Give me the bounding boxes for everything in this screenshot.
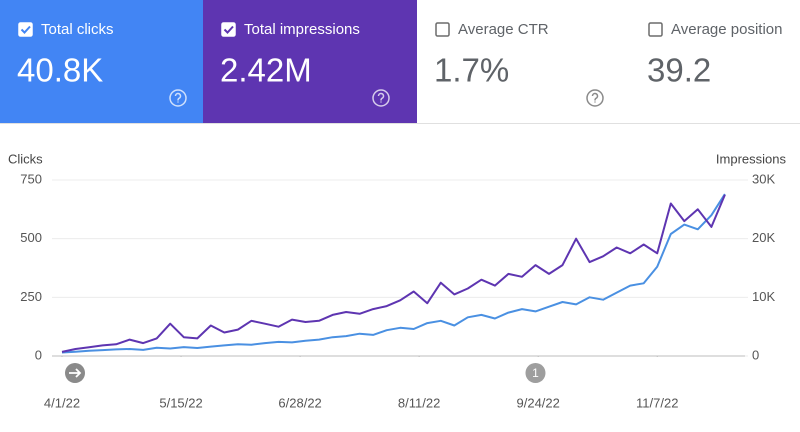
metric-card[interactable]: Total clicks 40.8K: [0, 0, 203, 123]
checkmark: [20, 25, 31, 34]
x-tick-label: 9/24/22: [517, 395, 560, 410]
checkmark: [223, 25, 234, 34]
checkbox: [435, 22, 450, 37]
y2-tick-label: 0: [752, 347, 759, 362]
metric-card[interactable]: Average position 39.2: [630, 0, 800, 123]
y2-tick-label: 20K: [752, 230, 775, 245]
series-line: [61, 193, 726, 354]
card-label: Total impressions: [244, 21, 360, 38]
y2-tick-label: 30K: [752, 171, 775, 186]
series-line: [61, 194, 726, 353]
x-tick-label: 8/11/22: [398, 395, 440, 410]
help-icon-glyph: [591, 92, 599, 103]
help-icon: [372, 89, 390, 107]
x-tick-label: 11/7/22: [636, 395, 678, 410]
card-background: [630, 0, 800, 123]
y-tick-label: 750: [20, 171, 42, 186]
metric-card[interactable]: Total impressions 2.42M: [203, 0, 417, 123]
card-label: Average position: [671, 21, 782, 38]
card-label: Average CTR: [458, 21, 549, 38]
checkbox: [18, 22, 33, 37]
card-value: 1.7%: [434, 52, 509, 89]
annotation-label: 1: [532, 366, 539, 380]
y2-tick-label: 10K: [752, 289, 775, 304]
help-icon-glyph: [377, 92, 385, 103]
checkbox: [648, 22, 663, 37]
metric-card[interactable]: Average CTR 1.7%: [417, 0, 630, 123]
annotation-marker: [525, 363, 546, 383]
x-tick-label: 6/28/22: [278, 395, 321, 410]
checkbox: [221, 22, 236, 37]
start-marker-arrow: [69, 368, 82, 378]
help-icon-glyph: [174, 92, 182, 103]
x-tick-label: 4/1/22: [44, 395, 80, 410]
start-marker[interactable]: [65, 363, 85, 383]
y-axis-title: Clicks: [8, 151, 43, 166]
card-value: 40.8K: [17, 52, 103, 89]
help-icon: [169, 89, 187, 107]
card-value: 2.42M: [220, 52, 312, 89]
card-label: Total clicks: [41, 21, 114, 38]
y2-axis-title: Impressions: [716, 151, 787, 166]
x-tick-label: 5/15/22: [159, 395, 202, 410]
card-value: 39.2: [647, 52, 711, 89]
y-tick-label: 250: [20, 289, 42, 304]
y-tick-label: 500: [20, 230, 42, 245]
card-background: [0, 0, 203, 123]
y-tick-label: 0: [35, 347, 42, 362]
help-icon: [586, 89, 604, 107]
